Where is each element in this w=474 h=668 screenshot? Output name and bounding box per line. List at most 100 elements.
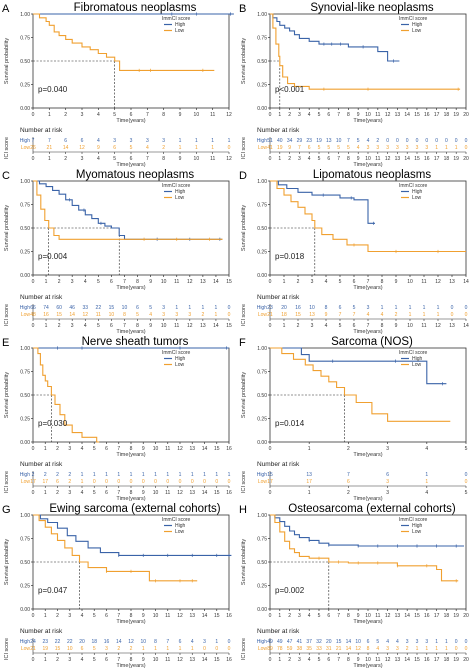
risk-count-low: 26 bbox=[30, 145, 36, 151]
x-tick-label: 11 bbox=[165, 446, 170, 452]
x-tick-label: 4 bbox=[81, 613, 84, 619]
legend-title: ImmCI score bbox=[162, 350, 191, 356]
x-tick-label: 1 bbox=[278, 613, 281, 619]
risk-count-low: 2 bbox=[117, 646, 120, 652]
risk-x-tick-label: 12 bbox=[177, 657, 183, 663]
risk-x-tick-label: 5 bbox=[318, 156, 321, 162]
risk-count-low: 3 bbox=[162, 312, 165, 318]
risk-count-high: 6 bbox=[81, 138, 84, 144]
x-tick-label: 13 bbox=[395, 112, 401, 118]
y-tick-label: 1.00 bbox=[20, 12, 30, 18]
y-tick-label: 0.50 bbox=[20, 59, 30, 65]
risk-count-low: 21 bbox=[336, 646, 342, 652]
x-tick-label: 2 bbox=[288, 112, 291, 118]
x-tick-label: 20 bbox=[463, 112, 469, 118]
risk-x-tick-label: 1 bbox=[48, 156, 51, 162]
survival-curve-low bbox=[33, 347, 100, 443]
y-tick-label: 0.50 bbox=[257, 560, 267, 566]
risk-x-tick-label: 14 bbox=[202, 657, 208, 663]
y-axis-label: Survival probability bbox=[4, 205, 10, 251]
risk-count-high: 6 bbox=[64, 138, 67, 144]
risk-count-high: 29 bbox=[297, 138, 303, 144]
risk-count-high: 1 bbox=[395, 305, 398, 311]
risk-x-tick-label: 16 bbox=[226, 490, 232, 496]
y-tick-label: 1.00 bbox=[20, 179, 30, 185]
risk-count-high: 6 bbox=[386, 472, 389, 478]
x-tick-label: 5 bbox=[93, 446, 96, 452]
risk-count-high: 34 bbox=[287, 138, 293, 144]
risk-count-low: 9 bbox=[325, 312, 328, 318]
risk-x-tick-label: 7 bbox=[117, 490, 120, 496]
risk-x-tick-label: 1 bbox=[278, 657, 281, 663]
risk-count-high: 5 bbox=[357, 138, 360, 144]
survival-curve-low bbox=[270, 13, 461, 90]
x-tick-label: 6 bbox=[130, 112, 133, 118]
x-tick-label: 13 bbox=[395, 613, 401, 619]
x-tick-label: 5 bbox=[93, 613, 96, 619]
risk-count-high: 22 bbox=[67, 639, 73, 645]
risk-count-high: 14 bbox=[116, 639, 122, 645]
risk-count-low: 0 bbox=[191, 479, 194, 485]
risk-x-tick-label: 20 bbox=[463, 657, 469, 663]
risk-row-label-high: High bbox=[257, 138, 268, 144]
x-tick-label: 7 bbox=[367, 279, 370, 285]
risk-count-high: 1 bbox=[425, 472, 428, 478]
risk-count-low: 14 bbox=[63, 145, 69, 151]
risk-count-low: 0 bbox=[215, 479, 218, 485]
risk-x-tick-label: 3 bbox=[386, 490, 389, 496]
risk-ylabel: ICI score bbox=[241, 137, 247, 159]
x-tick-label: 3 bbox=[68, 446, 71, 452]
risk-row-label-low: Low bbox=[21, 479, 31, 485]
x-tick-label: 11 bbox=[174, 279, 179, 285]
risk-x-tick-label: 3 bbox=[81, 156, 84, 162]
risk-x-tick-label: 5 bbox=[113, 156, 116, 162]
risk-count-low: 1 bbox=[423, 312, 426, 318]
x-tick-label: 12 bbox=[187, 279, 193, 285]
risk-count-low: 1 bbox=[142, 646, 145, 652]
risk-ylabel: ICI score bbox=[241, 638, 247, 660]
risk-x-tick-label: 4 bbox=[425, 490, 428, 496]
risk-x-tick-label: 13 bbox=[189, 657, 195, 663]
risk-x-tick-label: 13 bbox=[395, 156, 401, 162]
risk-count-low: 21 bbox=[47, 145, 53, 151]
risk-x-tick-label: 14 bbox=[202, 490, 208, 496]
risk-count-low: 4 bbox=[149, 312, 152, 318]
panel-letter: H bbox=[239, 504, 247, 516]
risk-x-tick-label: 4 bbox=[97, 156, 100, 162]
risk-count-high: 60 bbox=[56, 305, 62, 311]
x-tick-label: 3 bbox=[71, 279, 74, 285]
risk-count-low: 6 bbox=[56, 479, 59, 485]
survival-curve-low bbox=[33, 13, 215, 71]
x-tick-label: 13 bbox=[200, 279, 206, 285]
risk-count-low: 17 bbox=[30, 479, 36, 485]
x-tick-label: 1 bbox=[283, 279, 286, 285]
x-tick-label: 11 bbox=[375, 112, 380, 118]
risk-count-low: 3 bbox=[396, 145, 399, 151]
y-tick-label: 0.50 bbox=[257, 59, 267, 65]
x-tick-label: 9 bbox=[142, 613, 145, 619]
risk-x-tick-label: 9 bbox=[357, 657, 360, 663]
risk-x-tick-label: 2 bbox=[58, 323, 61, 329]
risk-count-low: 0 bbox=[93, 479, 96, 485]
risk-count-low: 3 bbox=[376, 145, 379, 151]
risk-x-tick-label: 2 bbox=[288, 657, 291, 663]
risk-ylabel: ICI score bbox=[241, 304, 247, 326]
x-tick-label: 10 bbox=[194, 112, 200, 118]
risk-count-high: 20 bbox=[326, 639, 332, 645]
risk-count-low: 12 bbox=[82, 312, 88, 318]
risk-count-low: 38 bbox=[297, 646, 303, 652]
risk-count-low: 2 bbox=[162, 145, 165, 151]
risk-count-low: 2 bbox=[395, 312, 398, 318]
risk-count-low: 0 bbox=[228, 145, 231, 151]
legend-label-low: Low bbox=[175, 362, 185, 368]
panel-letter: B bbox=[239, 3, 246, 15]
x-tick-label: 16 bbox=[424, 613, 430, 619]
legend-title: ImmCI score bbox=[162, 16, 191, 22]
risk-count-high: 1 bbox=[423, 305, 426, 311]
x-tick-label: 6 bbox=[353, 279, 356, 285]
risk-count-high: 0 bbox=[435, 138, 438, 144]
x-tick-label: 5 bbox=[465, 446, 468, 452]
risk-ylabel: ICI score bbox=[241, 471, 247, 493]
risk-count-high: 6 bbox=[136, 305, 139, 311]
risk-count-low: 0 bbox=[465, 145, 468, 151]
